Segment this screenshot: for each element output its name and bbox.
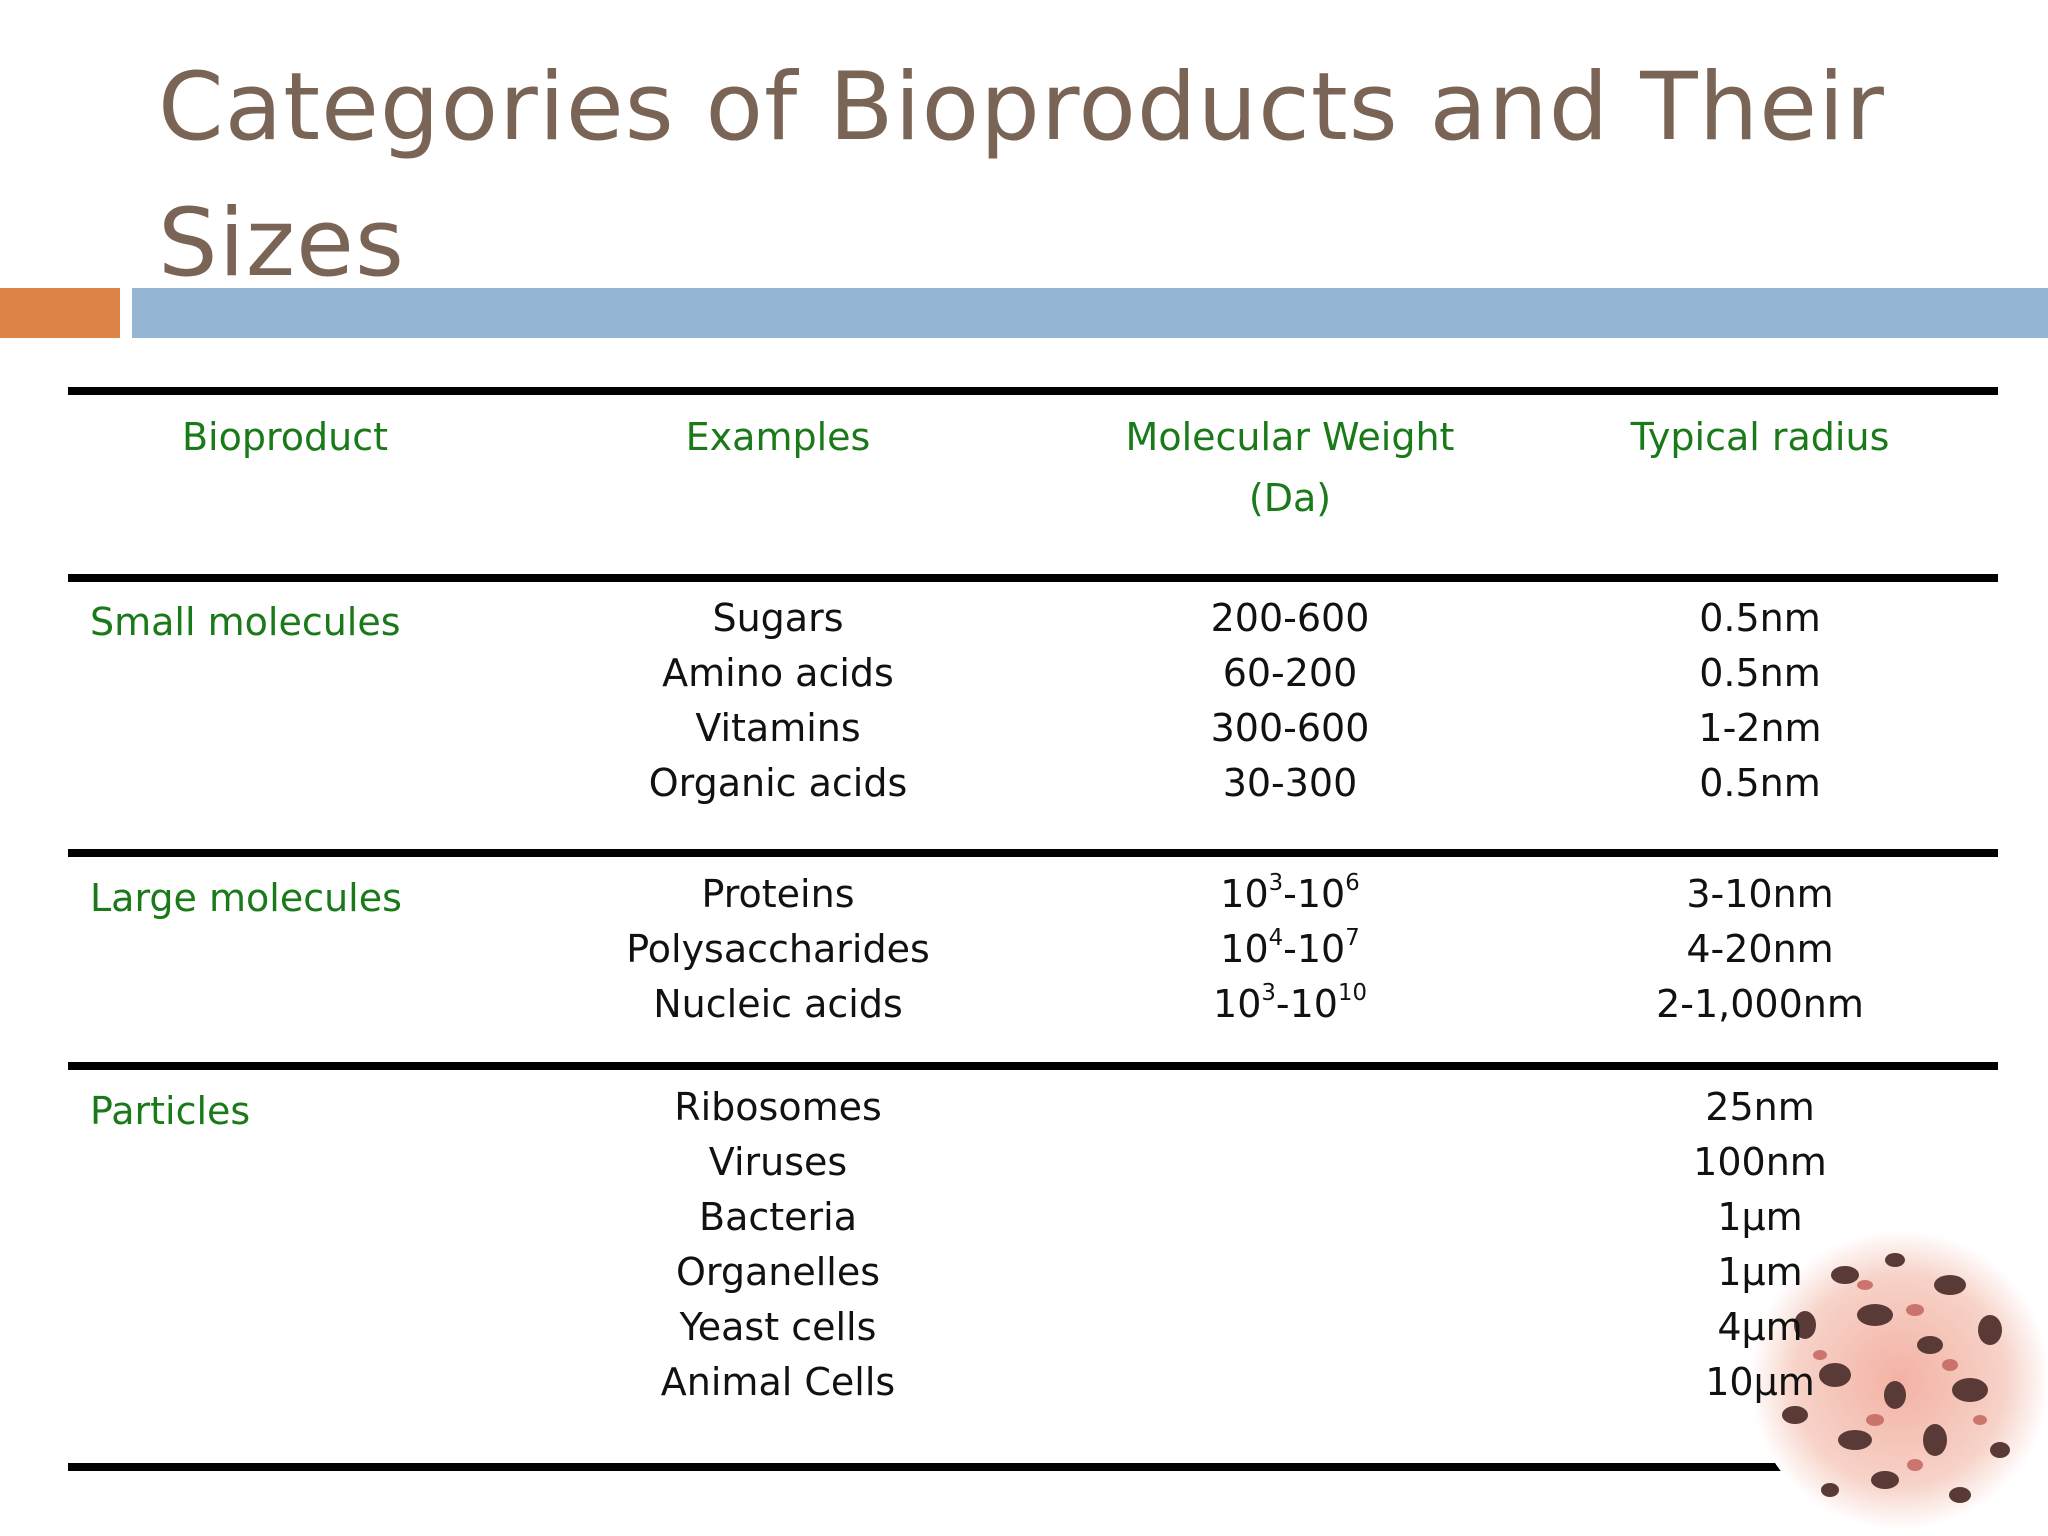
molecular-weight-list: 200-600 60-200 300-600 30-300 bbox=[1110, 591, 1470, 811]
radius-list: 3-10nm 4-20nm 2-1,000nm bbox=[1600, 867, 1920, 1032]
mw-base: 10 bbox=[1296, 927, 1346, 971]
table-cell: Viruses bbox=[708, 1140, 848, 1184]
table-cell: Yeast cells bbox=[679, 1305, 877, 1349]
table-cell: 1μm bbox=[1717, 1250, 1803, 1294]
table-cell: 104-107 bbox=[1110, 922, 1470, 977]
table-cell: 10μm bbox=[1705, 1360, 1815, 1404]
table-cell: 200-600 bbox=[1210, 596, 1370, 640]
table-cell: Ribosomes bbox=[674, 1085, 882, 1129]
table-cell: 0.5nm bbox=[1699, 596, 1821, 640]
table-cell: 0.5nm bbox=[1699, 761, 1821, 805]
mw-base: 10 bbox=[1289, 982, 1338, 1026]
column-header-typical-radius: Typical radius bbox=[1630, 415, 1890, 459]
table-cell: 25nm bbox=[1705, 1085, 1815, 1129]
mw-dash: - bbox=[1275, 982, 1290, 1026]
group-divider-rule bbox=[68, 849, 1998, 857]
mw-dash: - bbox=[1283, 927, 1297, 971]
examples-list: Sugars Amino acids Vitamins Organic acid… bbox=[568, 591, 988, 811]
table-cell: 60-200 bbox=[1222, 651, 1358, 695]
table-cell: Proteins bbox=[701, 872, 855, 916]
table-cell: 103-106 bbox=[1110, 867, 1470, 922]
mw-dash: - bbox=[1283, 872, 1297, 916]
mw-exponent: 3 bbox=[1268, 869, 1284, 896]
mw-base: 10 bbox=[1220, 872, 1269, 916]
table-cell: 103-1010 bbox=[1110, 977, 1470, 1032]
table-cell: Sugars bbox=[712, 596, 844, 640]
table-cell: Organelles bbox=[675, 1250, 881, 1294]
table-cell: 300-600 bbox=[1210, 706, 1370, 750]
category-particles: Particles bbox=[90, 1089, 251, 1133]
table-cell: Polysaccharides bbox=[626, 927, 930, 971]
accent-bar-orange bbox=[0, 288, 120, 338]
examples-list: Ribosomes Viruses Bacteria Organelles Ye… bbox=[568, 1080, 988, 1410]
table-cell: 1-2nm bbox=[1698, 706, 1822, 750]
table-cell: 4-20nm bbox=[1686, 927, 1834, 971]
column-header-molecular-weight: Molecular Weight (Da) bbox=[1090, 410, 1490, 526]
column-header-examples: Examples bbox=[685, 415, 871, 459]
table-cell: 30-300 bbox=[1222, 761, 1358, 805]
radius-list: 25nm 100nm 1μm 1μm 4μm 10μm bbox=[1600, 1080, 1920, 1410]
mw-exponent: 10 bbox=[1337, 979, 1367, 1006]
mw-base: 10 bbox=[1220, 927, 1269, 971]
table-top-rule bbox=[68, 387, 1998, 395]
table-cell: 4μm bbox=[1717, 1305, 1803, 1349]
table-cell: 100nm bbox=[1693, 1140, 1827, 1184]
mw-exponent: 7 bbox=[1345, 924, 1360, 951]
table-cell: Nucleic acids bbox=[653, 982, 903, 1026]
table-bottom-rule bbox=[68, 1463, 1998, 1471]
table-cell: Vitamins bbox=[695, 706, 861, 750]
table-cell: Animal Cells bbox=[660, 1360, 896, 1404]
radius-list: 0.5nm 0.5nm 1-2nm 0.5nm bbox=[1600, 591, 1920, 811]
group-divider-rule bbox=[68, 1062, 1998, 1070]
category-large-molecules: Large molecules bbox=[90, 876, 402, 920]
mw-base: 10 bbox=[1213, 982, 1262, 1026]
table-cell: 3-10nm bbox=[1686, 872, 1834, 916]
table-cell: Amino acids bbox=[662, 651, 894, 695]
table-cell: 2-1,000nm bbox=[1656, 982, 1864, 1026]
slide-title: Categories of Bioproducts and Their Size… bbox=[158, 53, 1885, 298]
table-cell: 1μm bbox=[1717, 1195, 1803, 1239]
header-line: Molecular Weight bbox=[1125, 415, 1455, 459]
cell-micrograph-decoration bbox=[1750, 1230, 2045, 1530]
mw-exponent: 3 bbox=[1261, 979, 1276, 1006]
accent-bar-blue bbox=[132, 288, 2048, 338]
mw-exponent: 4 bbox=[1268, 924, 1284, 951]
column-header-bioproduct: Bioproduct bbox=[181, 415, 389, 459]
table-cell: Organic acids bbox=[648, 761, 908, 805]
header-line: (Da) bbox=[1248, 476, 1332, 520]
header-bottom-rule bbox=[68, 574, 1998, 582]
examples-list: Proteins Polysaccharides Nucleic acids bbox=[568, 867, 988, 1032]
molecular-weight-list: 103-106 104-107 103-1010 bbox=[1110, 867, 1470, 1032]
category-small-molecules: Small molecules bbox=[90, 600, 401, 644]
mw-exponent: 6 bbox=[1345, 869, 1360, 896]
table-cell: Bacteria bbox=[699, 1195, 857, 1239]
table-cell: 0.5nm bbox=[1699, 651, 1821, 695]
mw-base: 10 bbox=[1296, 872, 1346, 916]
